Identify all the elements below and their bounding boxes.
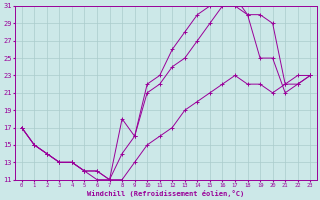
X-axis label: Windchill (Refroidissement éolien,°C): Windchill (Refroidissement éolien,°C): [87, 190, 244, 197]
